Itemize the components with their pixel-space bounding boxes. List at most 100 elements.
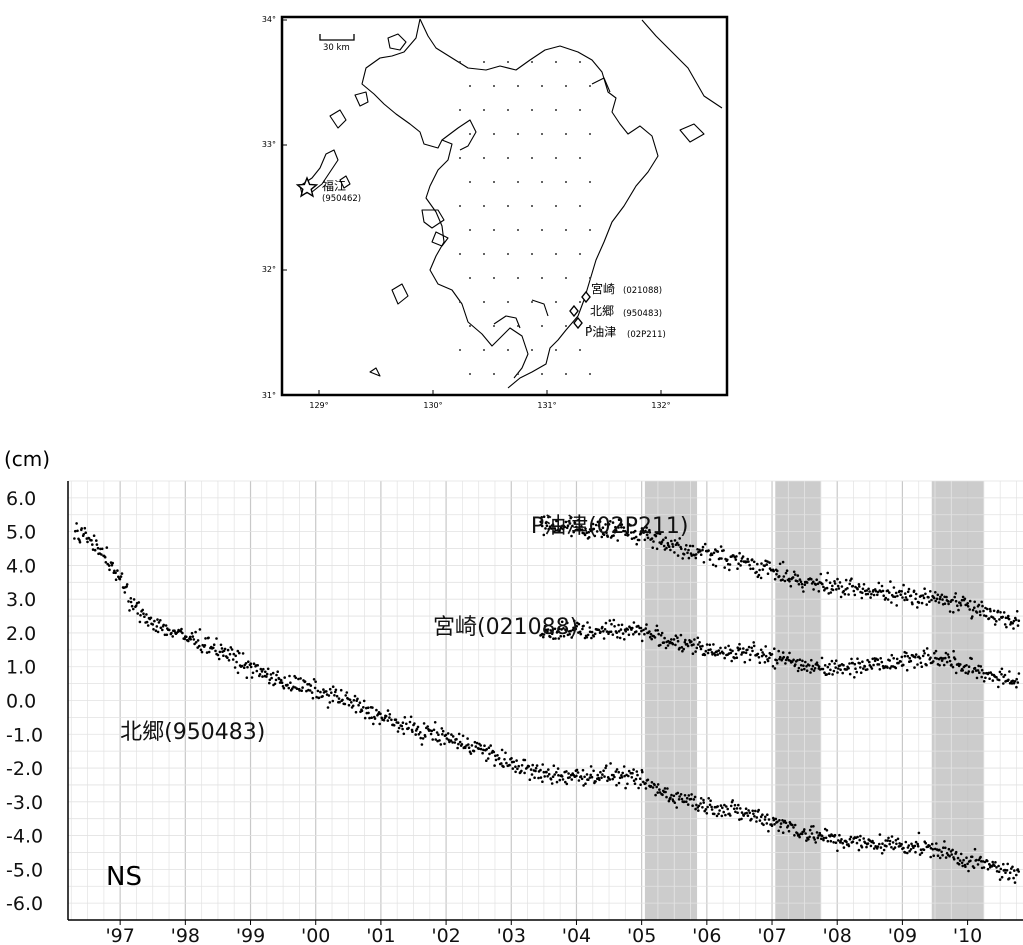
data-point	[575, 768, 579, 772]
data-point	[853, 593, 857, 597]
data-point	[893, 595, 897, 599]
data-point	[627, 533, 630, 536]
data-point	[998, 618, 1001, 621]
data-point	[577, 622, 581, 626]
data-point	[403, 716, 407, 719]
data-point	[747, 560, 750, 563]
data-point	[152, 628, 155, 631]
data-point	[357, 703, 360, 707]
data-point	[730, 659, 733, 663]
data-point	[617, 623, 620, 627]
data-point	[93, 548, 97, 552]
data-point	[803, 583, 807, 586]
data-point	[123, 591, 127, 594]
data-point	[637, 786, 640, 790]
map-grid-dot	[589, 277, 591, 279]
data-point	[838, 581, 842, 584]
data-point	[401, 721, 405, 724]
data-point	[722, 549, 725, 552]
data-point	[726, 807, 729, 811]
data-point	[424, 735, 427, 738]
data-point	[431, 738, 435, 741]
data-point	[573, 619, 576, 623]
data-point	[558, 529, 561, 533]
map-grid-dot	[531, 349, 533, 351]
data-point	[747, 809, 750, 812]
map-grid-dot	[565, 85, 567, 87]
data-point	[662, 544, 666, 548]
data-point	[1011, 622, 1014, 625]
data-point	[988, 607, 992, 611]
data-point	[627, 633, 631, 637]
data-point	[680, 797, 684, 801]
data-point	[934, 599, 937, 603]
data-point	[1002, 611, 1006, 614]
data-point	[971, 615, 974, 618]
station-code-miyazaki: (021088)	[623, 286, 662, 296]
data-point	[914, 850, 917, 854]
data-point	[708, 643, 712, 647]
data-point	[838, 664, 842, 667]
data-point	[609, 630, 613, 633]
data-point	[720, 557, 723, 560]
data-point	[825, 586, 829, 590]
map-grid-dot	[541, 181, 543, 183]
data-point	[947, 602, 950, 606]
data-point	[593, 632, 597, 636]
data-point	[314, 680, 317, 683]
x-tick-label: '00	[301, 925, 330, 945]
data-point	[986, 607, 989, 611]
data-point	[772, 818, 776, 822]
data-point	[564, 628, 568, 631]
data-point	[232, 652, 236, 656]
data-point	[646, 778, 650, 782]
data-point	[429, 732, 433, 736]
map-grid-dot	[459, 61, 461, 63]
data-point	[982, 671, 985, 675]
map-grid-dot	[531, 109, 533, 111]
data-point	[674, 643, 677, 647]
data-point	[598, 520, 602, 523]
data-point	[799, 664, 803, 667]
data-point	[722, 652, 725, 655]
data-point	[791, 660, 794, 663]
data-point	[549, 635, 552, 639]
data-point	[650, 637, 653, 641]
data-point	[952, 611, 955, 614]
data-point	[566, 524, 570, 527]
data-point	[984, 676, 987, 680]
data-point	[924, 592, 927, 596]
data-point	[966, 602, 969, 605]
data-point	[456, 746, 459, 750]
map-grid-dot	[531, 301, 533, 303]
data-point	[637, 538, 641, 542]
data-point	[283, 676, 287, 679]
data-point	[631, 626, 634, 630]
data-point	[335, 694, 339, 698]
data-point	[812, 669, 816, 672]
data-point	[587, 536, 591, 539]
data-point	[95, 543, 99, 546]
data-point	[825, 579, 828, 582]
data-point	[880, 852, 884, 855]
data-point	[416, 725, 420, 729]
data-point	[826, 665, 830, 669]
data-point	[742, 651, 746, 654]
data-point	[724, 813, 727, 817]
data-point	[767, 818, 771, 821]
data-point	[900, 590, 903, 593]
data-point	[585, 636, 589, 639]
data-point	[611, 777, 614, 781]
data-point	[874, 590, 878, 593]
data-point	[604, 621, 608, 625]
data-point	[853, 662, 857, 666]
data-point	[872, 841, 875, 845]
data-point	[655, 624, 659, 628]
data-point	[542, 635, 545, 639]
data-point	[998, 670, 1002, 674]
y-axis-ticks: 6.05.04.03.02.01.00.0-1.0-2.0-3.0-4.0-5.…	[6, 488, 43, 915]
data-point	[950, 853, 953, 856]
data-point	[543, 775, 546, 778]
data-point	[815, 831, 819, 834]
data-point	[938, 848, 941, 852]
